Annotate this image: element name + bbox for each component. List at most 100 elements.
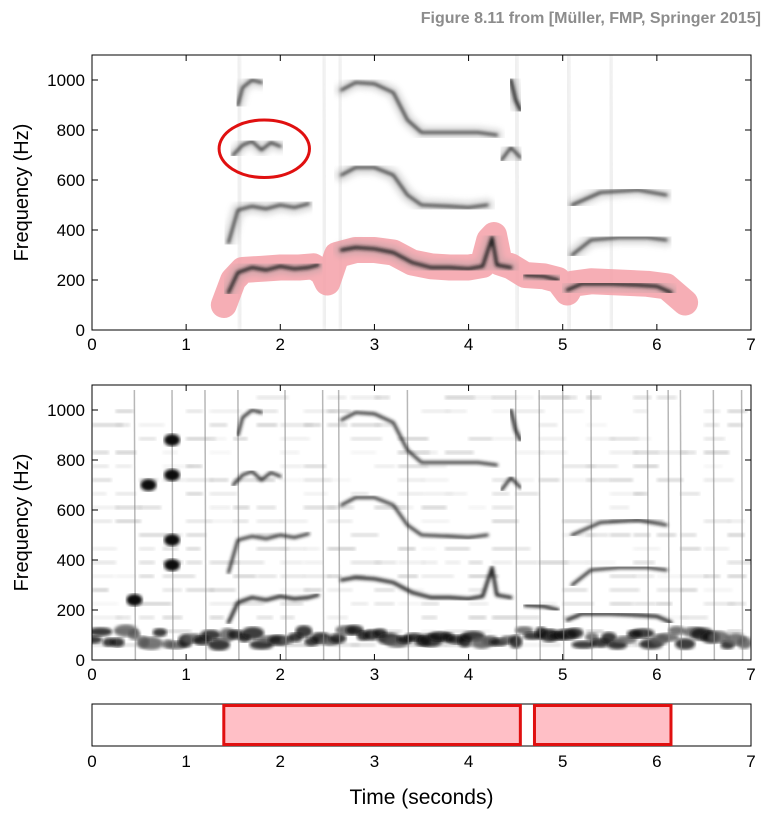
low-energy-blob xyxy=(600,632,617,643)
spectral-partial xyxy=(256,423,278,427)
top-frame xyxy=(91,54,752,331)
spectral-partial xyxy=(139,601,172,606)
spectral-partial xyxy=(115,574,137,579)
spectral-partial xyxy=(539,436,566,441)
spectral-partial xyxy=(139,560,155,565)
spectral-partial xyxy=(492,560,513,565)
spectral-partial xyxy=(115,491,137,496)
spectral-partial xyxy=(445,533,474,537)
low-energy-blob xyxy=(329,633,347,644)
onset-line xyxy=(204,389,207,660)
low-energy-blob xyxy=(128,629,141,641)
spectral-partial xyxy=(397,560,426,565)
spectral-partial xyxy=(280,615,295,620)
spectral-partial xyxy=(303,409,336,414)
spectral-partial xyxy=(727,560,751,565)
spectral-partial xyxy=(350,601,369,606)
spectral-partial xyxy=(327,643,360,647)
spectral-partial xyxy=(397,505,414,510)
spectral-partial xyxy=(115,464,132,469)
spectral-partial xyxy=(656,615,688,620)
spectral-partial xyxy=(256,615,273,620)
spectral-partial xyxy=(209,519,234,524)
spectral-partial xyxy=(468,560,483,565)
spectral-partial xyxy=(445,546,470,551)
spectral-partial xyxy=(727,601,746,606)
spectral-partial xyxy=(233,436,248,441)
mid-xtick-label: 1 xyxy=(181,665,190,684)
mid-xtick-label: 7 xyxy=(746,665,755,684)
low-energy-blob xyxy=(139,636,164,650)
salience-panel: 0 1 2 3 4 5 6 7 0 200 400 600 800 1000 Frequency (Hz) xyxy=(11,54,756,354)
top-xtick-label: 7 xyxy=(746,335,755,354)
spectral-partial xyxy=(515,643,539,647)
mid-ytick-label: 400 xyxy=(57,551,85,570)
harmonic-trace xyxy=(570,188,668,207)
spectral-partial xyxy=(421,629,436,634)
bot-xtick-label: 5 xyxy=(558,752,567,771)
onset-line xyxy=(133,389,137,660)
spectral-partial xyxy=(374,560,397,565)
spectral-partial xyxy=(209,478,229,482)
spectral-partial xyxy=(209,615,224,620)
spectral-partial xyxy=(350,436,382,441)
spectral-partial xyxy=(92,560,117,565)
spectral-partial xyxy=(115,615,131,620)
spectral-partial xyxy=(280,464,304,469)
spectral-partial xyxy=(397,478,425,482)
spectral-partial xyxy=(139,505,162,510)
harmonic-trace xyxy=(570,236,668,257)
spectral-partial xyxy=(515,615,540,620)
spectral-partial xyxy=(233,478,259,482)
spectral-partial xyxy=(609,574,636,579)
spectral-partial xyxy=(421,464,447,469)
spectral-partial xyxy=(562,601,594,606)
bot-xlabel: Time (seconds) xyxy=(350,786,494,809)
onset-line xyxy=(561,389,565,660)
spectral-partial xyxy=(350,450,376,455)
harmonic-trace xyxy=(570,566,668,587)
top-xtick-label: 2 xyxy=(276,335,285,354)
onset-line xyxy=(740,389,744,660)
spectral-partial xyxy=(280,601,304,606)
low-energy-blob xyxy=(668,625,686,636)
harmonic-trace xyxy=(523,273,560,282)
spectral-partial xyxy=(209,450,231,455)
spectral-partial xyxy=(633,615,661,620)
spectral-partial xyxy=(680,574,708,579)
spectral-partial xyxy=(92,423,123,427)
spectral-partial xyxy=(421,519,450,524)
harmonic-trace xyxy=(227,202,310,244)
spectral-partial xyxy=(727,629,742,634)
spectral-partial xyxy=(209,588,236,592)
spectral-partial xyxy=(468,601,489,606)
mid-ytick-label: 200 xyxy=(57,601,85,620)
spectral-partial xyxy=(280,588,310,592)
spectral-partial xyxy=(609,505,630,510)
note-blob xyxy=(164,559,181,571)
harmonic-trace xyxy=(236,78,263,107)
spectral-partial xyxy=(327,423,348,427)
spectral-partial xyxy=(280,560,304,565)
spectral-partial xyxy=(421,546,436,551)
top-xtick-label: 3 xyxy=(370,335,379,354)
onset-line xyxy=(538,389,541,660)
top-xtick-label: 4 xyxy=(464,335,473,354)
spectral-partial xyxy=(397,464,429,469)
spectral-partial xyxy=(139,533,166,537)
spectral-partial xyxy=(609,450,638,455)
mid-xtick-label: 3 xyxy=(370,665,379,684)
spectral-partial xyxy=(539,450,568,455)
harmonic-trace xyxy=(226,263,320,295)
top-ytick-label: 800 xyxy=(57,121,85,140)
spectral-partial xyxy=(562,409,584,414)
onset-line xyxy=(337,389,341,660)
voiced-segment xyxy=(222,704,522,746)
spectral-partial xyxy=(186,533,207,537)
spectral-partial xyxy=(656,588,683,592)
spectral-partial xyxy=(374,505,407,510)
harmonic-trace xyxy=(570,518,668,537)
spectral-partial xyxy=(703,519,731,524)
harmonic-trace xyxy=(340,496,489,539)
low-energy-blob xyxy=(737,636,751,650)
